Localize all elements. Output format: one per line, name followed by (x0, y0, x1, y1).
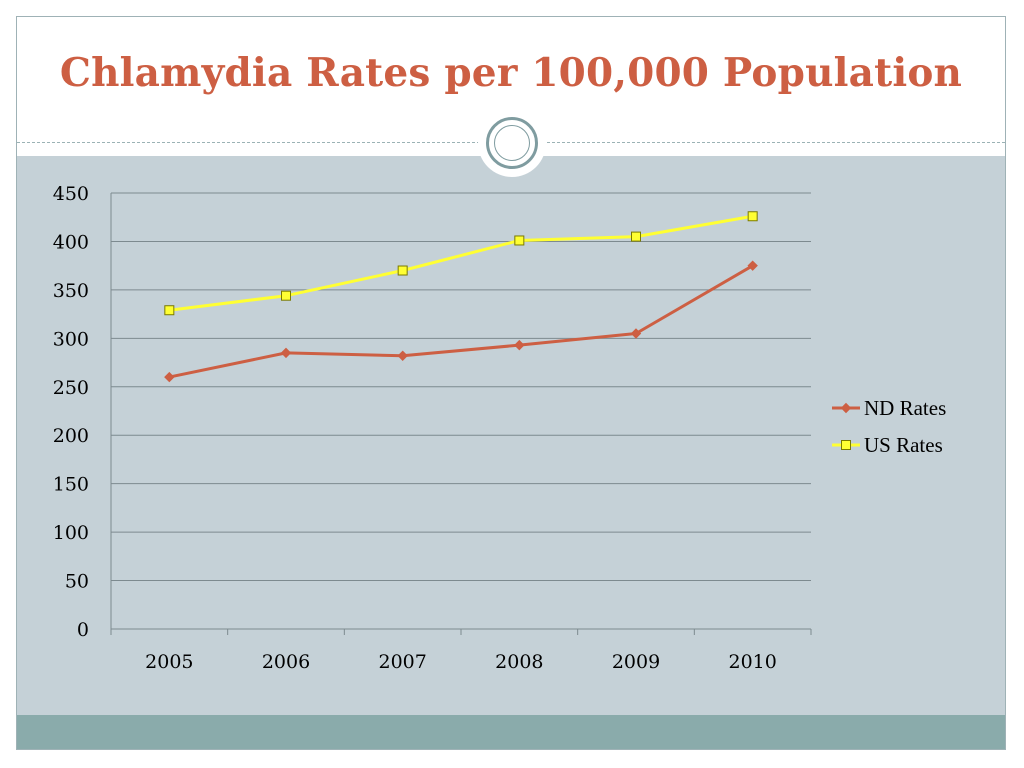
x-tick-label: 2008 (495, 651, 543, 673)
footer-band (17, 715, 1005, 749)
legend-label: US Rates (864, 433, 943, 457)
x-tick-label: 2006 (262, 651, 310, 673)
y-tick-label: 200 (53, 425, 89, 447)
x-tick-label: 2009 (612, 651, 660, 673)
data-point (164, 371, 175, 383)
x-tick-label: 2005 (145, 651, 193, 673)
legend: ND Rates US Rates (832, 396, 946, 457)
slide-title: Chlamydia Rates per 100,000 Population (59, 50, 963, 96)
y-tick-label: 0 (77, 619, 89, 641)
y-tick-label: 100 (53, 522, 89, 544)
legend-swatch-marker (841, 440, 851, 450)
ornament-inner-ring-icon (494, 125, 530, 161)
y-tick-label: 300 (53, 328, 89, 350)
data-point (631, 231, 641, 242)
data-point (747, 211, 758, 222)
series-line-1 (169, 214, 753, 312)
y-tick-label: 450 (53, 183, 89, 205)
series (164, 211, 758, 383)
x-tick-label: 2007 (378, 651, 426, 673)
data-point (397, 350, 408, 361)
y-tick-label: 250 (53, 377, 89, 399)
data-point (281, 290, 291, 301)
legend-swatch-marker (840, 402, 852, 414)
gridlines (111, 192, 811, 582)
axes: 0 50 100 150 200 250 300 350 400 450 2005 2006 2007 2… (53, 183, 812, 673)
data-point (280, 347, 292, 359)
legend-label: ND Rates (864, 396, 946, 420)
data-point (164, 305, 175, 316)
y-tick-label: 150 (53, 474, 89, 496)
data-point (747, 260, 758, 271)
data-point (514, 339, 525, 351)
x-tick-label: 2010 (728, 651, 776, 673)
data-point (630, 328, 642, 339)
y-tick-label: 350 (53, 280, 89, 302)
y-tick-label: 50 (65, 571, 89, 593)
y-tick-label: 400 (53, 231, 89, 253)
data-point (397, 265, 408, 276)
data-point (514, 235, 525, 246)
series-line-0 (169, 264, 754, 379)
